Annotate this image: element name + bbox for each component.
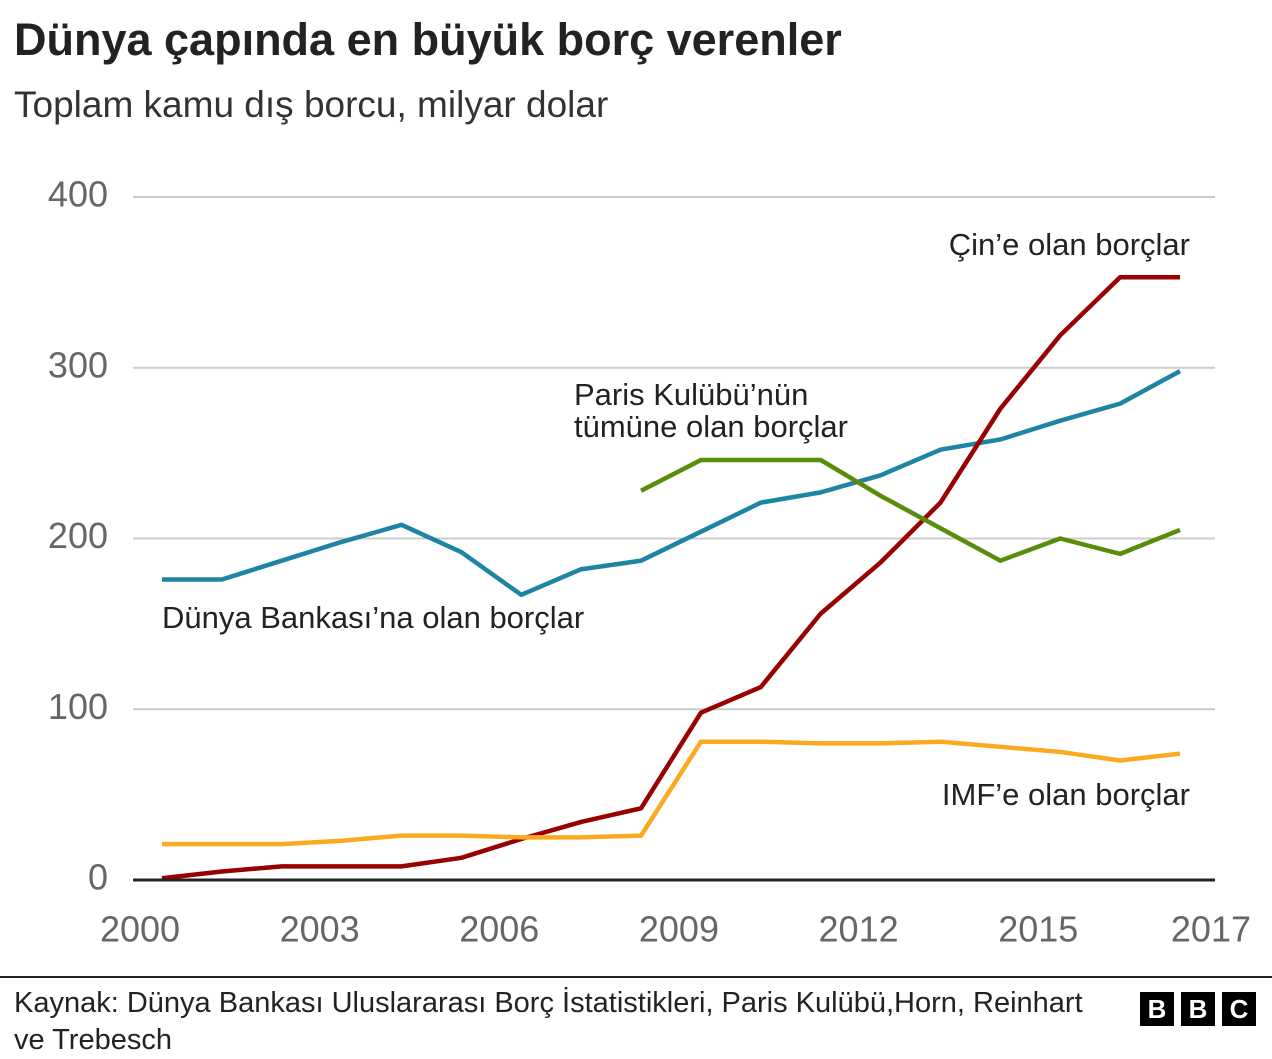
chart-subtitle: Toplam kamu dış borcu, milyar dolar [14, 84, 609, 125]
x-tick-label: 2015 [998, 909, 1078, 950]
chart-title: Dünya çapında en büyük borç verenler [14, 14, 842, 65]
source: Kaynak: Dünya Bankası Uluslararası Borç … [14, 987, 1083, 1056]
y-tick-label: 200 [48, 515, 108, 556]
y-tick-label: 400 [48, 174, 108, 215]
x-tick-label: 2017 [1171, 909, 1251, 950]
y-tick-label: 100 [48, 686, 108, 727]
x-tick-label: 2000 [100, 909, 180, 950]
y-tick-label: 0 [88, 857, 108, 898]
y-tick-label: 300 [48, 344, 108, 385]
chart: 0 100 200 300 400 2000 2003 2006 2009 2012 2015 201… [48, 174, 1251, 950]
logo-letter: B [1140, 992, 1174, 1026]
footer-rule [0, 976, 1272, 978]
x-tick-label: 2006 [459, 909, 539, 950]
x-tick-label: 2003 [280, 909, 360, 950]
series-line [161, 275, 1180, 881]
logo-letter: B [1181, 992, 1215, 1026]
series-line [640, 457, 1181, 563]
series-label: Çin’e olan borçlar [948, 227, 1190, 262]
series-label: Dünya Bankası’na olan borçlar [162, 600, 585, 635]
series-line [162, 739, 1181, 847]
series-label: IMF’e olan borçlar [941, 777, 1190, 812]
series-label: Paris Kulübü’nün tümüne olan borçlar [574, 377, 848, 444]
series-line [162, 369, 1182, 598]
x-tick-label: 2012 [819, 909, 899, 950]
x-tick-label: 2009 [639, 909, 719, 950]
logo-letter: C [1222, 992, 1256, 1026]
